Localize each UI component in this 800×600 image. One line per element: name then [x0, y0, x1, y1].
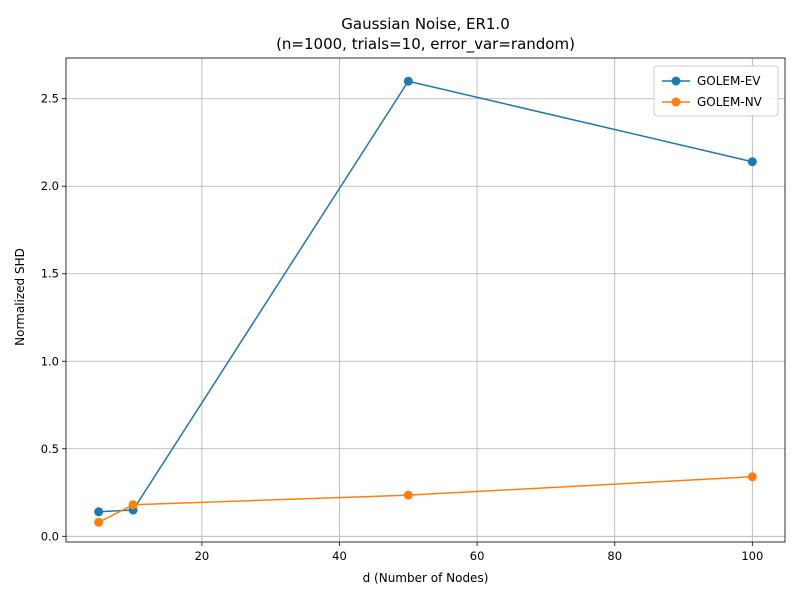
x-axis-label: d (Number of Nodes) [363, 571, 489, 585]
y-tick-label: 2.5 [41, 92, 59, 106]
y-tick-label: 2.0 [41, 179, 59, 193]
data-point-golem-ev [94, 507, 104, 517]
ticks: 20 40 60 80 100 0.0 0.5 1.0 1.5 2.0 2.5 [41, 92, 764, 563]
x-tick-label: 40 [332, 549, 347, 563]
data-point-golem-ev [747, 157, 757, 167]
legend-marker-golem-ev [671, 76, 681, 86]
plot-frame [65, 57, 786, 543]
x-tick-label: 20 [195, 549, 210, 563]
chart-subtitle: (n=1000, trials=10, error_var=random) [276, 35, 575, 54]
series-golem-nv [94, 472, 757, 527]
y-tick-label: 0.5 [41, 442, 59, 456]
y-axis-label: Normalized SHD [13, 248, 27, 346]
data-point-golem-ev [403, 76, 413, 86]
legend: GOLEM-EV GOLEM-NV [653, 65, 779, 117]
series-line-golem-nv [98, 476, 753, 523]
data-point-golem-nv [128, 500, 138, 510]
series-layer [94, 76, 757, 527]
series-line-golem-ev [98, 80, 753, 513]
x-tick-label: 60 [470, 549, 485, 563]
x-tick-label: 100 [741, 549, 763, 563]
legend-entry-golem-ev: GOLEM-EV [662, 74, 761, 88]
legend-label-golem-nv: GOLEM-NV [697, 95, 763, 109]
legend-entry-golem-nv: GOLEM-NV [662, 95, 763, 109]
y-tick-label: 0.0 [41, 529, 59, 543]
data-point-golem-nv [403, 490, 413, 500]
data-point-golem-nv [94, 517, 104, 527]
y-tick-label: 1.5 [41, 267, 59, 281]
legend-label-golem-ev: GOLEM-EV [697, 74, 761, 88]
x-tick-label: 80 [607, 549, 622, 563]
data-point-golem-nv [747, 472, 757, 482]
legend-marker-golem-nv [671, 97, 681, 107]
chart-title: Gaussian Noise, ER1.0 [341, 15, 510, 33]
legend-box [653, 65, 779, 117]
y-tick-label: 1.0 [41, 354, 59, 368]
